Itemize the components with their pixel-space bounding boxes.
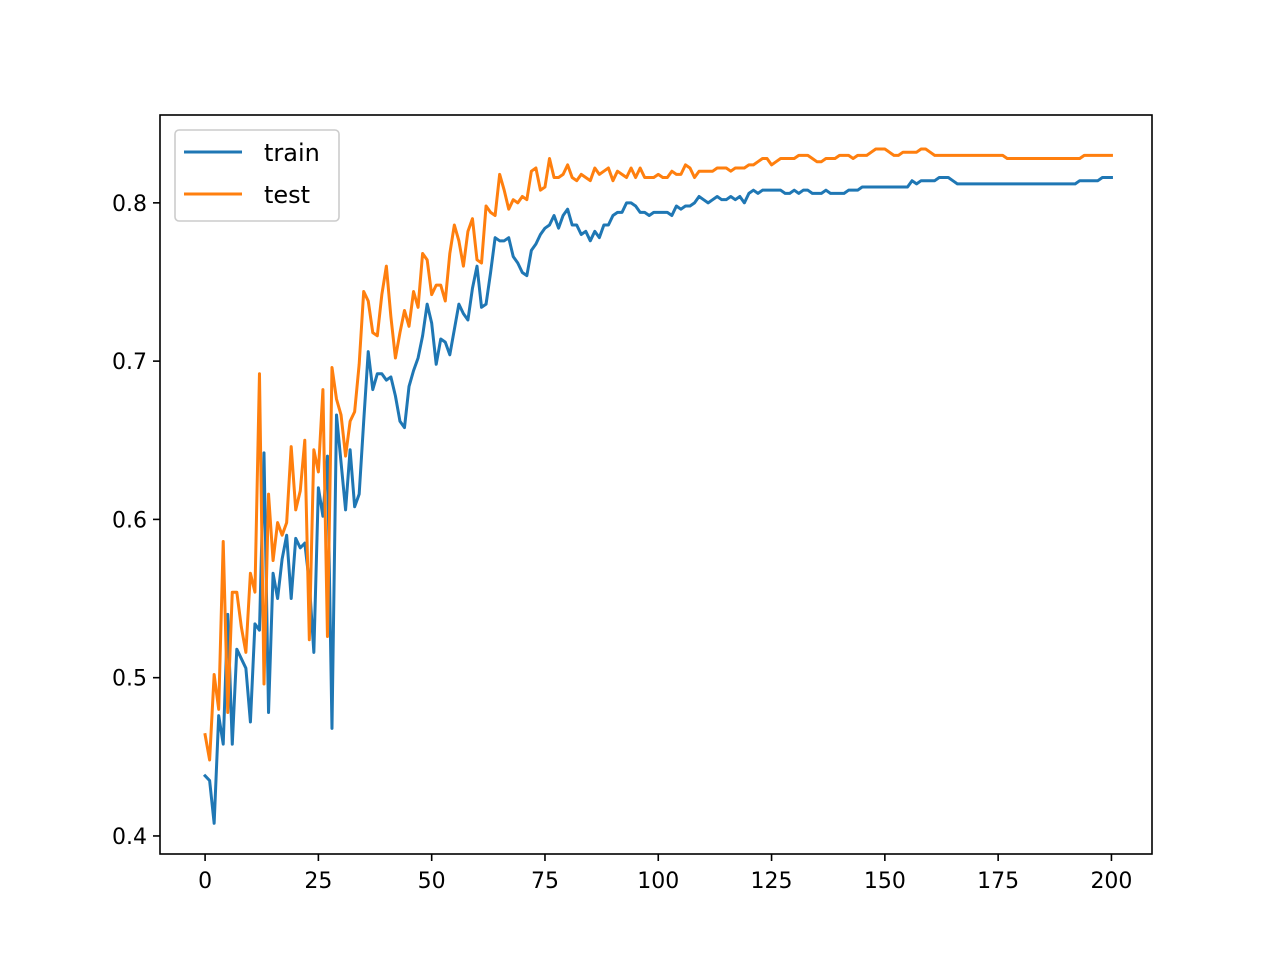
y-axis: 0.4 0.5 0.6 0.7 0.8 — [112, 192, 160, 850]
x-tick-label: 25 — [304, 869, 332, 894]
series-layer — [202, 147, 1113, 825]
x-tick-label: 175 — [977, 869, 1019, 894]
x-tick-label: 200 — [1090, 869, 1132, 894]
y-tick-label: 0.4 — [112, 825, 147, 850]
x-tick-label: 0 — [198, 869, 212, 894]
x-tick-label: 75 — [531, 869, 559, 894]
y-tick-label: 0.7 — [112, 350, 147, 375]
series-line-test — [203, 147, 1113, 762]
x-tick-label: 100 — [637, 869, 679, 894]
x-tick-label: 50 — [418, 869, 446, 894]
legend-label-test: test — [264, 181, 310, 209]
legend-label-train: train — [264, 139, 320, 167]
y-tick-label: 0.8 — [112, 192, 147, 217]
x-tick-label: 125 — [751, 869, 793, 894]
plot-frame — [159, 114, 1153, 855]
y-tick-label: 0.6 — [112, 508, 147, 533]
legend: train test — [174, 129, 340, 222]
x-tick-label: 150 — [864, 869, 906, 894]
x-axis: 0 25 50 75 100 125 150 175 200 — [198, 854, 1132, 894]
series-line-train — [202, 176, 1113, 825]
y-tick-label: 0.5 — [112, 667, 147, 692]
plot-area-background — [160, 115, 1152, 854]
